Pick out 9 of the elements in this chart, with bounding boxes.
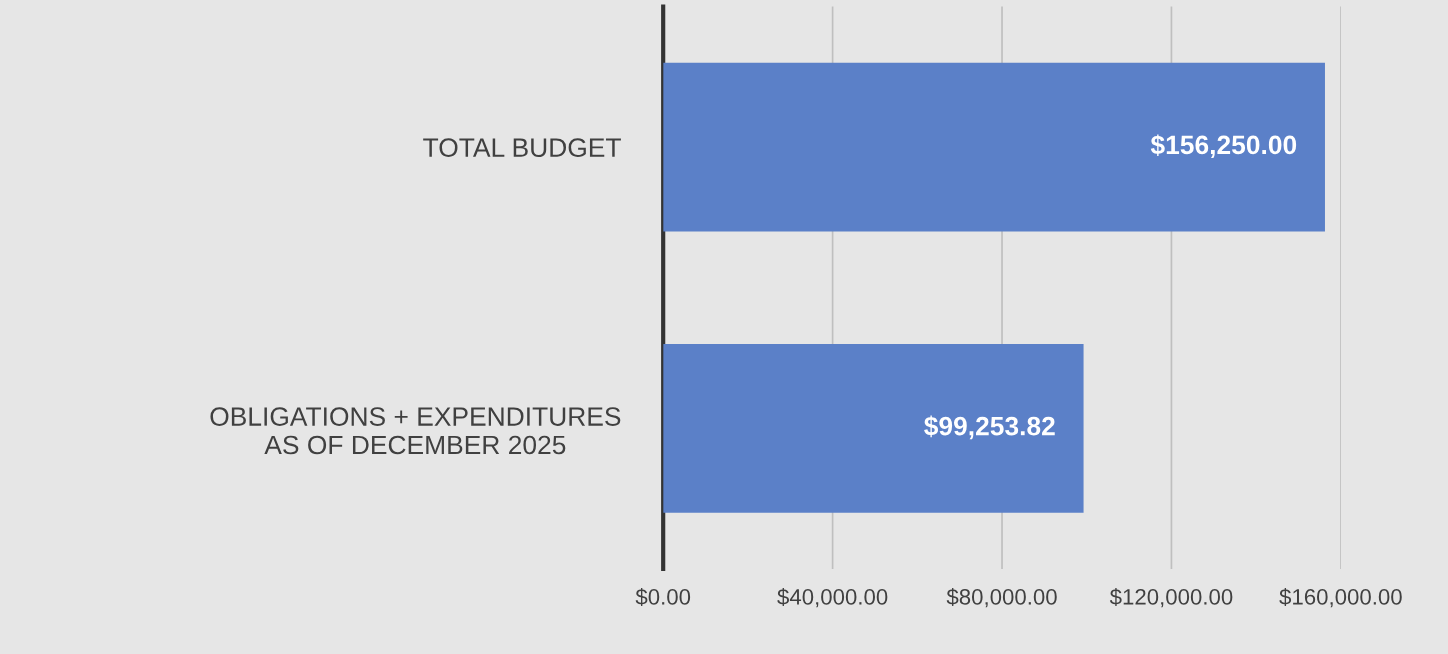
data-label: $156,250.00 — [1150, 134, 1297, 159]
x-tick-label: $0.00 — [635, 588, 691, 607]
x-tick-label: $80,000.00 — [946, 588, 1057, 608]
y-tick-label: TOTAL BUDGET — [423, 138, 621, 157]
y-tick-label: OBLIGATIONS + EXPENDITURES AS OF DECEMBER 2025 — [210, 407, 621, 455]
x-tick-label: $40,000.00 — [777, 588, 888, 608]
data-label: $99,253.82 — [924, 415, 1055, 440]
x-tick-label: $120,000.00 — [1109, 588, 1233, 608]
x-tick-label: $160,000.00 — [1279, 588, 1402, 608]
